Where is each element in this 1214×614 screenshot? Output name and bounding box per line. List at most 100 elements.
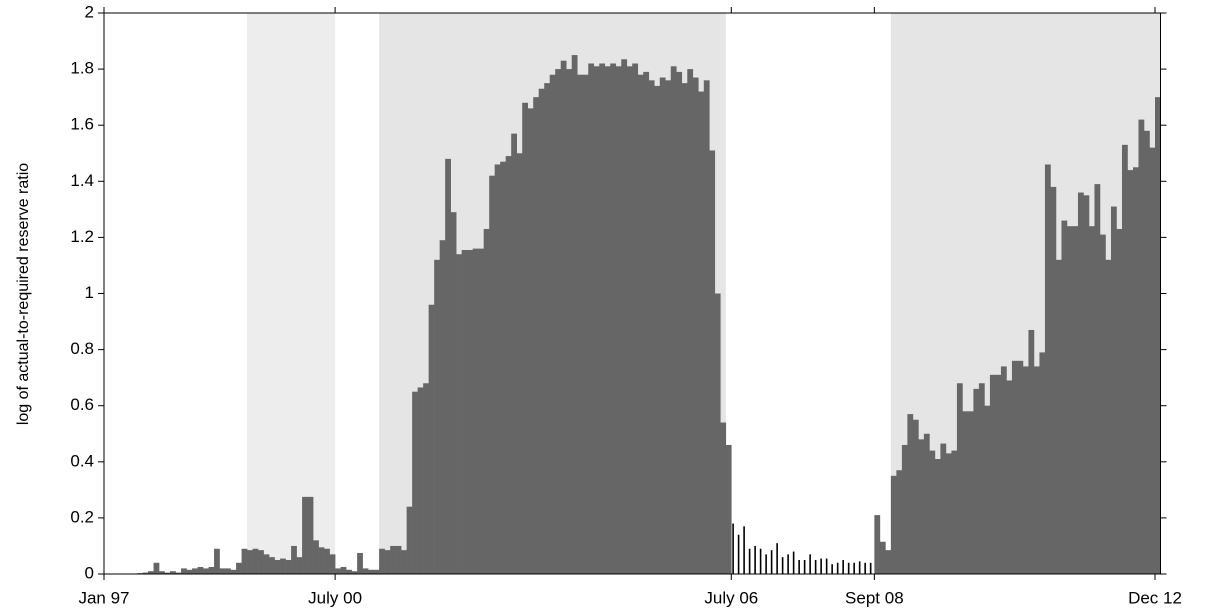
bar <box>489 175 495 574</box>
bar <box>549 74 556 575</box>
bar <box>450 212 457 574</box>
bar <box>1033 366 1040 574</box>
bar <box>604 66 611 575</box>
bar <box>665 80 672 574</box>
bar <box>825 558 828 574</box>
bar <box>445 158 451 575</box>
bar <box>582 74 589 575</box>
bar <box>869 562 872 574</box>
bar <box>709 150 716 574</box>
y-tick-label: 0.6 <box>70 395 94 414</box>
bar <box>285 559 292 574</box>
bar <box>142 572 149 574</box>
bar <box>967 411 974 574</box>
bar <box>692 77 699 574</box>
bar <box>577 74 584 575</box>
bar <box>527 108 534 575</box>
bar <box>159 571 165 574</box>
bar <box>621 59 628 575</box>
bar <box>472 248 479 574</box>
bar <box>219 568 226 574</box>
bar <box>258 550 264 574</box>
bar <box>324 548 330 574</box>
bar <box>588 63 595 575</box>
bar <box>803 559 806 574</box>
bar <box>522 102 529 574</box>
bar <box>296 557 303 574</box>
bar <box>853 562 855 574</box>
bar <box>720 422 727 574</box>
bar <box>516 153 523 574</box>
bar <box>417 387 424 574</box>
bar <box>1083 195 1090 574</box>
bar <box>610 63 617 575</box>
bar <box>781 557 784 574</box>
y-tick-label: 1 <box>85 283 94 302</box>
bar <box>384 550 391 574</box>
bar <box>765 554 767 574</box>
bar <box>593 66 600 575</box>
bar <box>703 80 710 574</box>
x-tick-label: July 00 <box>308 588 362 607</box>
bar <box>192 568 198 574</box>
bar <box>809 554 811 574</box>
bar <box>681 83 688 574</box>
bar <box>836 562 839 574</box>
bar <box>505 156 512 574</box>
bar <box>390 545 396 574</box>
bar <box>208 566 215 574</box>
bar <box>346 569 352 574</box>
bar <box>814 559 817 574</box>
bar <box>313 540 319 574</box>
bar <box>148 571 154 574</box>
bar <box>302 496 308 574</box>
bar <box>698 91 705 574</box>
bar <box>1022 366 1029 574</box>
y-tick-label: 2 <box>85 2 94 21</box>
bar <box>428 304 435 574</box>
bar <box>759 548 762 574</box>
bar <box>831 564 833 574</box>
bar <box>934 458 941 574</box>
bar <box>654 85 661 575</box>
bar <box>263 554 270 574</box>
bar <box>1121 144 1128 574</box>
bar <box>1028 329 1035 574</box>
bar <box>1088 226 1095 574</box>
bar <box>357 552 363 574</box>
bar <box>754 545 756 574</box>
bar <box>923 433 930 574</box>
x-tick-label: Jan 97 <box>78 588 129 607</box>
bar <box>533 97 540 575</box>
bar <box>907 414 914 574</box>
bar <box>225 568 231 574</box>
bar <box>945 453 952 574</box>
bar <box>560 60 567 575</box>
bar <box>175 572 182 574</box>
y-tick-label: 1.6 <box>70 115 94 134</box>
bar <box>842 559 844 574</box>
y-tick-label: 0.8 <box>70 339 94 358</box>
bar <box>368 569 374 574</box>
bar <box>670 66 677 575</box>
bar <box>241 548 248 574</box>
bar <box>1055 259 1062 574</box>
bar <box>318 547 325 574</box>
bar <box>230 569 237 574</box>
bar <box>770 550 773 574</box>
shaded-period <box>247 13 336 574</box>
bar <box>940 443 947 574</box>
bar <box>401 550 407 574</box>
bar <box>351 571 358 574</box>
bar <box>687 69 694 574</box>
bar <box>978 383 985 574</box>
bar <box>1149 147 1156 574</box>
bar <box>280 558 286 574</box>
bar <box>1000 366 1007 574</box>
bar <box>467 250 473 574</box>
bar <box>901 444 908 574</box>
bar <box>566 69 573 574</box>
bar <box>962 411 969 574</box>
bar <box>737 534 740 574</box>
